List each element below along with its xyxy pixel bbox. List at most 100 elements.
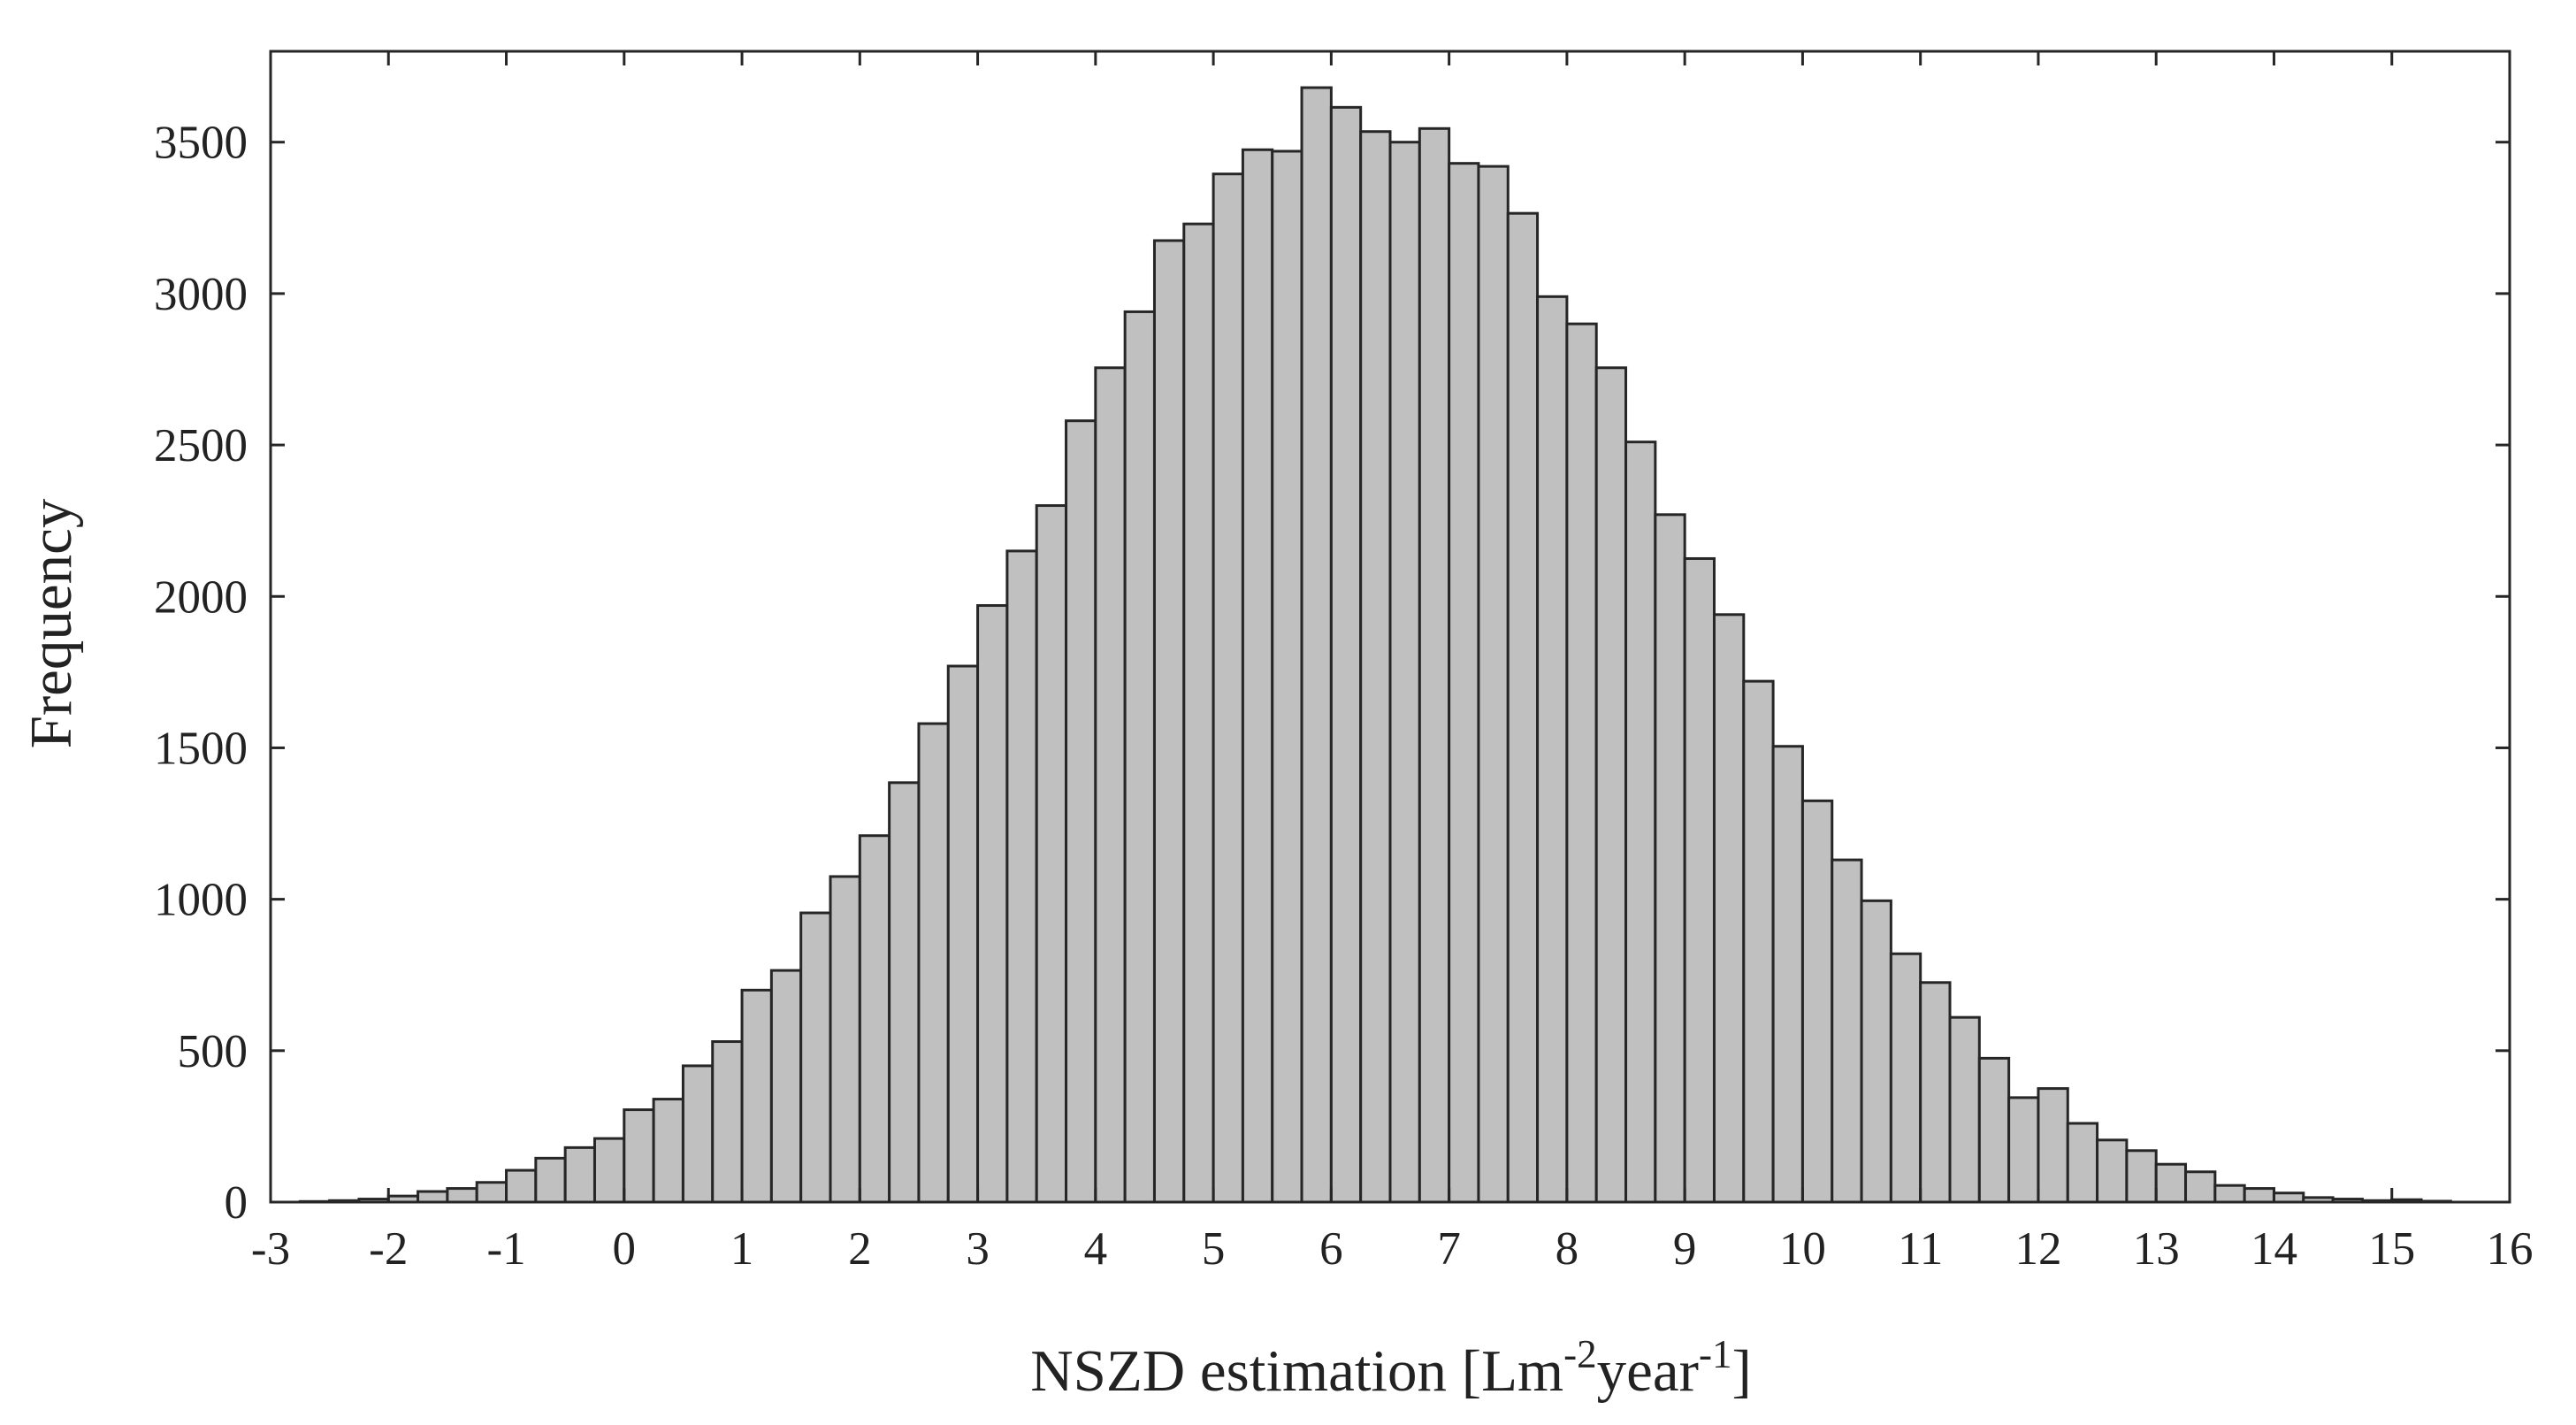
histogram-bar	[2272, 1191, 2305, 1204]
histogram-bar	[2096, 1138, 2129, 1204]
histogram-bar	[1889, 952, 1922, 1204]
histogram-bar	[1683, 556, 1716, 1204]
x-tick-label: 7	[1437, 1223, 1461, 1275]
histogram-bar	[829, 875, 861, 1204]
histogram-bar	[1359, 130, 1392, 1204]
histogram-bar	[976, 604, 1009, 1204]
histogram-bar	[681, 1064, 715, 1204]
histogram-bar	[1329, 105, 1363, 1204]
y-tick-label: 500	[178, 1026, 248, 1077]
y-tick-label: 3500	[154, 118, 248, 169]
histogram-bar	[711, 1040, 744, 1204]
ticks-group: -3 -2 -1 0 1 2 3 4 5 6 7 8 9 10 11 12 13 14 15 160500100015…	[154, 51, 2534, 1275]
x-tick-label: 9	[1673, 1223, 1697, 1275]
histogram-bar	[2066, 1122, 2099, 1204]
x-tick-label: 10	[1779, 1223, 1826, 1275]
histogram-bar	[1388, 141, 1421, 1204]
histogram-bar	[1742, 679, 1775, 1204]
y-tick-label: 2500	[154, 420, 248, 471]
x-axis-title-part: year	[1597, 1338, 1699, 1404]
axes-group	[269, 50, 2511, 1204]
histogram-bar	[1771, 745, 1804, 1204]
x-tick-label: 2	[848, 1223, 872, 1275]
x-axis-title-superscript: -2	[1563, 1332, 1597, 1376]
x-tick-label: 12	[2014, 1223, 2061, 1275]
histogram-bar	[2184, 1170, 2217, 1204]
x-tick-label: -2	[369, 1223, 408, 1275]
histogram-bar	[652, 1098, 684, 1204]
histogram-bar	[1035, 504, 1068, 1204]
histogram-bar	[858, 834, 891, 1204]
x-tick-label: 16	[2487, 1223, 2534, 1275]
x-tick-label: 15	[2368, 1223, 2415, 1275]
x-tick-label: 5	[1202, 1223, 1226, 1275]
histogram-bar	[563, 1145, 596, 1204]
histogram-bar	[1800, 799, 1834, 1204]
histogram-bar	[446, 1187, 478, 1204]
y-tick-label: 1000	[154, 875, 248, 926]
histogram-bar	[592, 1137, 626, 1204]
histogram-bar	[1536, 295, 1569, 1204]
histogram-bar	[799, 911, 832, 1204]
histogram-bar	[917, 722, 950, 1204]
histogram-bar	[623, 1108, 655, 1204]
histogram-bar	[505, 1168, 538, 1204]
x-axis-title-superscript: -1	[1699, 1332, 1732, 1376]
histogram-bar	[417, 1190, 449, 1204]
histogram-bar	[1005, 549, 1038, 1204]
histogram-bar	[2243, 1187, 2275, 1204]
histogram-bar	[1448, 162, 1480, 1204]
x-tick-label: 1	[730, 1223, 754, 1275]
y-tick-label: 0	[225, 1177, 248, 1229]
histogram-bar	[1123, 310, 1156, 1204]
histogram-bar	[1152, 239, 1186, 1204]
histogram-bar	[1094, 366, 1127, 1204]
x-tick-label: 6	[1319, 1223, 1343, 1275]
histogram-bar	[1065, 419, 1097, 1204]
histogram-bar	[769, 969, 803, 1204]
histogram-bar	[1624, 441, 1657, 1204]
x-tick-label: 14	[2251, 1223, 2297, 1275]
histogram-bar	[534, 1156, 567, 1204]
x-tick-label: 13	[2133, 1223, 2180, 1275]
histogram-bar	[1860, 899, 1892, 1204]
histogram-bar	[946, 664, 980, 1204]
histogram-bar	[740, 988, 773, 1204]
histogram-bar	[1948, 1015, 1981, 1204]
histogram-bar	[1831, 858, 1863, 1204]
histogram-bar	[475, 1181, 508, 1204]
bars-group	[298, 86, 2452, 1204]
y-tick-label: 3000	[154, 269, 248, 320]
histogram-bar	[2125, 1149, 2158, 1204]
x-tick-label: -1	[486, 1223, 525, 1275]
x-tick-label: 11	[1898, 1223, 1943, 1275]
histogram-bar	[1241, 148, 1274, 1204]
x-axis-title: NSZD estimation [Lm-2year-1]	[1030, 1332, 1752, 1404]
histogram-bar	[888, 781, 921, 1204]
histogram-bar	[1919, 981, 1952, 1204]
x-tick-label: 3	[966, 1223, 990, 1275]
y-tick-label: 1500	[154, 723, 248, 774]
x-tick-label: 4	[1084, 1223, 1108, 1275]
histogram-bar	[1594, 366, 1628, 1204]
histogram-bar	[1418, 126, 1451, 1204]
x-tick-label: 0	[613, 1223, 637, 1275]
plot-frame	[269, 50, 2511, 1204]
histogram-bar	[1182, 222, 1215, 1204]
x-tick-label: -3	[251, 1223, 290, 1275]
histogram-bar	[2213, 1184, 2246, 1204]
histogram-bar	[1506, 211, 1540, 1204]
histogram-bar	[1271, 149, 1303, 1204]
x-tick-label: 8	[1556, 1223, 1579, 1275]
histogram-bar	[1977, 1056, 2011, 1204]
histogram-bar	[2154, 1162, 2188, 1204]
histogram-bar	[1477, 165, 1510, 1204]
y-tick-label: 2000	[154, 571, 248, 623]
y-axis-title: Frequency	[19, 498, 84, 748]
histogram-bar	[2037, 1087, 2069, 1204]
x-axis-title-part: NSZD estimation [Lm	[1030, 1338, 1563, 1404]
histogram-bar	[1654, 513, 1686, 1204]
histogram-bar	[1300, 86, 1333, 1204]
x-axis-title-part: ]	[1731, 1338, 1751, 1404]
